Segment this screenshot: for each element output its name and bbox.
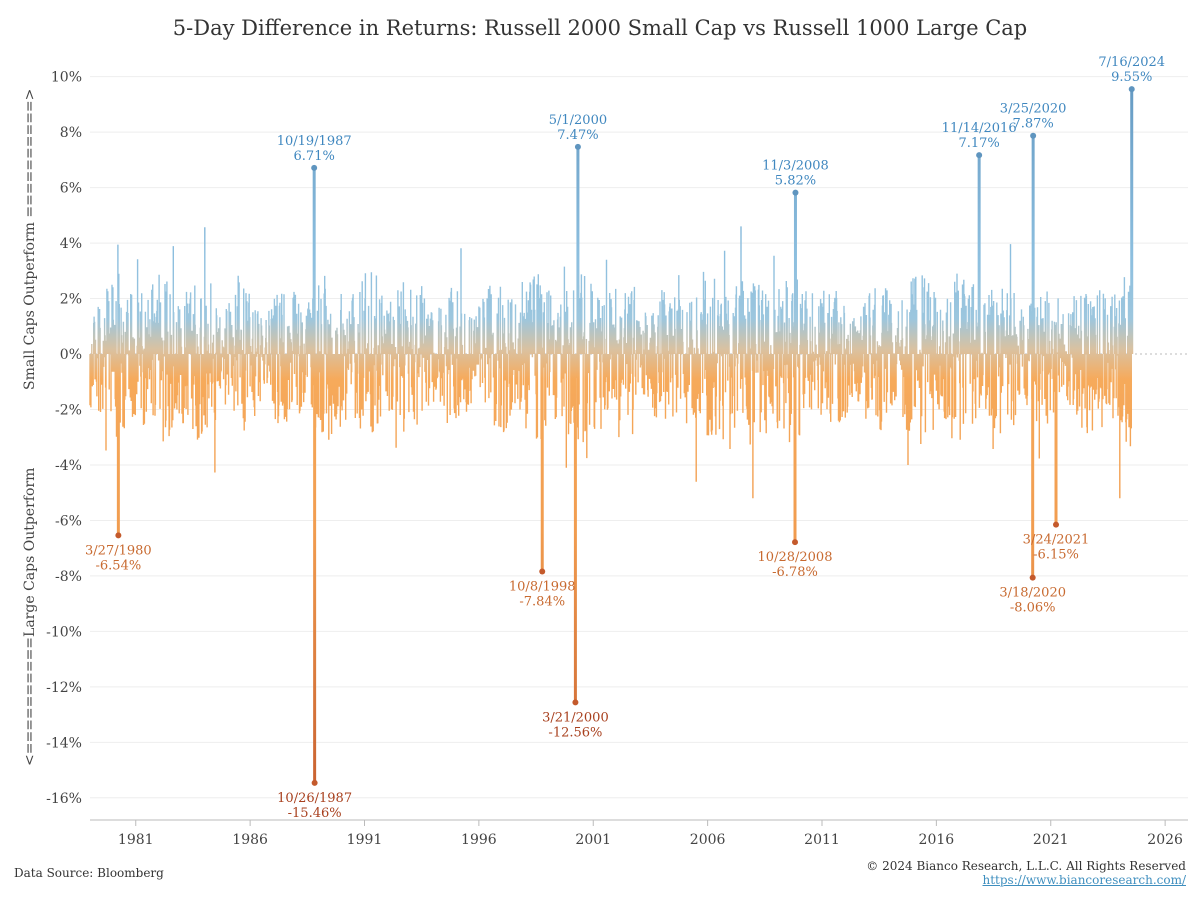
peak-marker — [1029, 574, 1036, 581]
peak-marker — [572, 699, 579, 706]
y-tick-label: 0% — [60, 347, 82, 363]
peak-marker — [792, 539, 799, 546]
y-tick-label: -10% — [46, 624, 82, 640]
y-tick-label: 4% — [60, 236, 82, 252]
y-tick-label: 6% — [60, 181, 82, 197]
x-tick-label: 2006 — [690, 832, 726, 848]
y-tick-label: -6% — [55, 513, 82, 529]
trough-date-label: 10/8/1998 — [509, 579, 576, 594]
peak-marker — [1030, 132, 1037, 139]
peak-date-label: 11/3/2008 — [762, 159, 829, 174]
y-axis-label-bottom: <==========Large Caps Outperform — [22, 468, 38, 766]
y-tick-label: 10% — [51, 70, 82, 86]
trough-value-label: -7.84% — [519, 594, 565, 609]
peak-value-label: 7.47% — [557, 128, 598, 143]
trough-date-label: 3/24/2021 — [1023, 533, 1090, 548]
chart-title: 5-Day Difference in Returns: Russell 200… — [172, 16, 1028, 40]
peak-date-label: 5/1/2000 — [549, 113, 607, 128]
x-tick-label: 2016 — [919, 832, 955, 848]
peak-marker — [976, 152, 983, 159]
y-tick-label: -4% — [55, 458, 82, 474]
trough-value-label: -8.06% — [1010, 601, 1056, 616]
peak-value-label: 7.17% — [958, 136, 999, 151]
y-tick-label: 8% — [60, 125, 82, 141]
peak-marker — [311, 164, 318, 171]
peak-marker — [792, 189, 799, 196]
peak-date-label: 10/19/1987 — [277, 134, 352, 149]
peak-value-label: 7.87% — [1012, 117, 1053, 132]
x-tick-label: 1991 — [347, 832, 383, 848]
y-tick-label: -12% — [46, 680, 82, 696]
grid — [90, 76, 1188, 799]
trough-date-label: 10/28/2008 — [758, 550, 833, 565]
series-noise-bars — [89, 226, 1133, 499]
data-source: Data Source: Bloomberg — [14, 866, 164, 880]
axes: Small Caps Outperform ==========> <=====… — [22, 70, 1188, 848]
x-tick-label: 2026 — [1147, 832, 1183, 848]
y-tick-label: 2% — [60, 292, 82, 308]
x-tick-label: 2011 — [804, 832, 840, 848]
x-tick-label: 1986 — [232, 832, 268, 848]
peak-marker — [115, 532, 122, 539]
peak-date-label: 11/14/2016 — [942, 121, 1017, 136]
peak-marker — [574, 143, 581, 150]
x-tick-label: 2021 — [1033, 832, 1069, 848]
y-tick-label: -16% — [46, 791, 82, 807]
peak-value-label: 9.55% — [1111, 70, 1152, 85]
peak-date-label: 7/16/2024 — [1098, 55, 1165, 70]
trough-date-label: 3/18/2020 — [999, 586, 1066, 601]
peak-marker — [539, 568, 546, 575]
trough-value-label: -12.56% — [548, 725, 602, 740]
copyright: © 2024 Bianco Research, L.L.C. All Right… — [866, 859, 1186, 887]
website-link[interactable]: https://www.biancoresearch.com/ — [982, 873, 1186, 887]
trough-value-label: -6.78% — [772, 565, 818, 580]
y-axis-label-top: Small Caps Outperform ==========> — [22, 89, 38, 390]
x-tick-label: 1981 — [118, 832, 154, 848]
trough-date-label: 3/27/1980 — [85, 543, 152, 558]
trough-date-label: 10/26/1987 — [277, 791, 352, 806]
y-tick-label: -14% — [46, 735, 82, 751]
y-tick-label: -8% — [55, 569, 82, 585]
trough-date-label: 3/21/2000 — [542, 710, 609, 725]
trough-value-label: -15.46% — [288, 806, 342, 821]
peak-marker — [1128, 86, 1135, 93]
peak-marker — [311, 779, 318, 786]
peak-value-label: 6.71% — [294, 149, 335, 164]
copyright-text: © 2024 Bianco Research, L.L.C. All Right… — [866, 859, 1186, 873]
y-tick-label: -2% — [55, 402, 82, 418]
series-bars — [89, 89, 1134, 783]
peak-marker — [1053, 521, 1060, 528]
peak-date-label: 3/25/2020 — [1000, 102, 1067, 117]
x-tick-label: 1996 — [461, 832, 497, 848]
trough-value-label: -6.15% — [1033, 548, 1079, 563]
peak-value-label: 5.82% — [775, 174, 816, 189]
x-tick-label: 2001 — [575, 832, 611, 848]
trough-value-label: -6.54% — [96, 558, 142, 573]
